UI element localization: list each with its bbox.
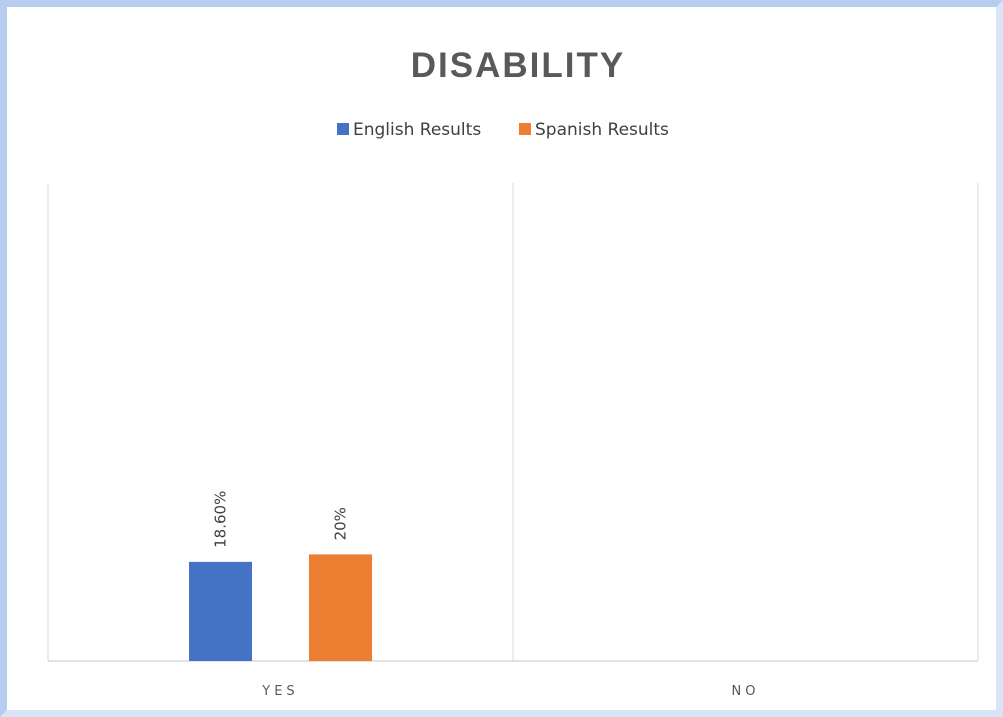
- category-label-yes: YES: [261, 684, 298, 699]
- data-label-spanish-results-yes: 20%: [332, 507, 350, 540]
- chart-title: DISABILITY: [411, 46, 625, 85]
- category-labels-group: YES NO: [261, 684, 760, 699]
- bar-spanish-results-yes: [309, 554, 372, 661]
- data-labels-group: 18.60% 20%: [212, 491, 350, 548]
- data-label-english-results-yes: 18.60%: [212, 491, 230, 548]
- legend: English Results Spanish Results: [337, 120, 669, 140]
- legend-swatch-spanish-results: [519, 123, 531, 135]
- category-label-no: NO: [732, 684, 760, 699]
- bars-group: [189, 554, 372, 661]
- legend-label-english-results: English Results: [353, 120, 481, 140]
- legend-label-spanish-results: Spanish Results: [535, 120, 669, 140]
- bar-english-results-yes: [189, 561, 252, 661]
- legend-swatch-english-results: [337, 123, 349, 135]
